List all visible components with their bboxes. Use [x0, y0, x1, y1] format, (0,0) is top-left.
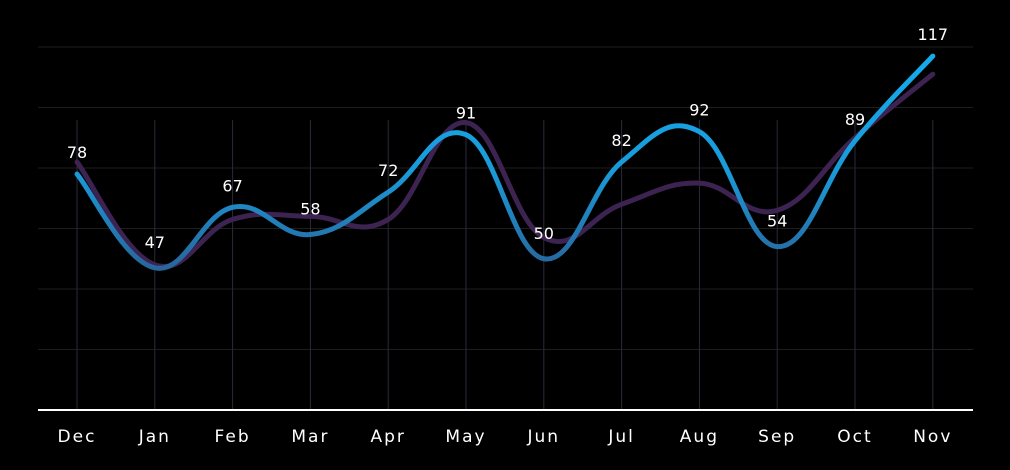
data-label: 72 — [378, 161, 398, 180]
x-tick-label: Jan — [138, 427, 171, 447]
x-tick-label: Oct — [837, 427, 872, 447]
data-label: 117 — [918, 25, 949, 44]
category-guides — [76, 120, 934, 410]
x-tick-label: Sep — [758, 427, 796, 447]
x-tick-label: Mar — [291, 427, 329, 447]
gridlines — [38, 46, 973, 350]
x-tick-label: Jul — [607, 427, 635, 447]
series-line-primary — [74, 53, 936, 271]
data-label: 89 — [845, 110, 865, 129]
x-tick-label: Nov — [913, 427, 952, 447]
data-label: 91 — [456, 104, 476, 123]
x-tick-label: May — [445, 427, 486, 447]
x-tick-label: Feb — [215, 427, 251, 447]
data-label: 82 — [611, 131, 631, 150]
data-label: 50 — [534, 224, 554, 243]
data-label: 54 — [767, 212, 787, 231]
data-labels: 78 47 67 58 72 91 50 82 92 54 89 117 — [67, 25, 948, 252]
series-lines — [74, 53, 936, 271]
data-label: 58 — [300, 200, 320, 219]
x-tick-label: Aug — [680, 427, 719, 447]
data-label: 47 — [145, 233, 165, 252]
data-label: 78 — [67, 143, 87, 162]
data-label: 92 — [689, 101, 709, 120]
series-line-secondary — [74, 71, 936, 270]
x-axis-ticks: Dec Jan Feb Mar Apr May Jun Jul Aug Sep Oct Nov — [58, 427, 952, 447]
x-tick-label: Dec — [58, 427, 97, 447]
x-tick-label: Jun — [527, 427, 561, 447]
data-label: 67 — [222, 176, 242, 195]
x-tick-label: Apr — [370, 427, 405, 447]
